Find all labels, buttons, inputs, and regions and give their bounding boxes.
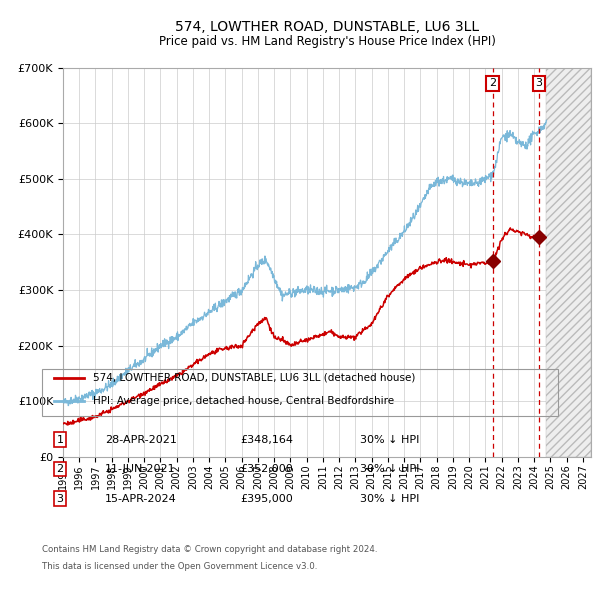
- Text: 3: 3: [56, 494, 64, 503]
- Text: 574, LOWTHER ROAD, DUNSTABLE, LU6 3LL (detached house): 574, LOWTHER ROAD, DUNSTABLE, LU6 3LL (d…: [93, 373, 415, 382]
- Text: 15-APR-2024: 15-APR-2024: [105, 494, 177, 503]
- Text: 2: 2: [56, 464, 64, 474]
- Bar: [547, 68, 591, 457]
- Text: 30% ↓ HPI: 30% ↓ HPI: [360, 435, 419, 444]
- Text: Contains HM Land Registry data © Crown copyright and database right 2024.: Contains HM Land Registry data © Crown c…: [42, 545, 377, 555]
- Text: HPI: Average price, detached house, Central Bedfordshire: HPI: Average price, detached house, Cent…: [93, 396, 394, 406]
- Text: 574, LOWTHER ROAD, DUNSTABLE, LU6 3LL: 574, LOWTHER ROAD, DUNSTABLE, LU6 3LL: [175, 19, 479, 34]
- Text: 28-APR-2021: 28-APR-2021: [105, 435, 177, 444]
- Bar: [547, 68, 591, 457]
- Text: 1: 1: [56, 435, 64, 444]
- Text: 11-JUN-2021: 11-JUN-2021: [105, 464, 176, 474]
- Text: 2: 2: [489, 78, 496, 88]
- Text: This data is licensed under the Open Government Licence v3.0.: This data is licensed under the Open Gov…: [42, 562, 317, 571]
- Text: £352,000: £352,000: [240, 464, 293, 474]
- Text: 30% ↓ HPI: 30% ↓ HPI: [360, 494, 419, 503]
- Text: £395,000: £395,000: [240, 494, 293, 503]
- Text: £348,164: £348,164: [240, 435, 293, 444]
- Text: 30% ↓ HPI: 30% ↓ HPI: [360, 464, 419, 474]
- Text: Price paid vs. HM Land Registry's House Price Index (HPI): Price paid vs. HM Land Registry's House …: [158, 35, 496, 48]
- Text: 3: 3: [535, 78, 542, 88]
